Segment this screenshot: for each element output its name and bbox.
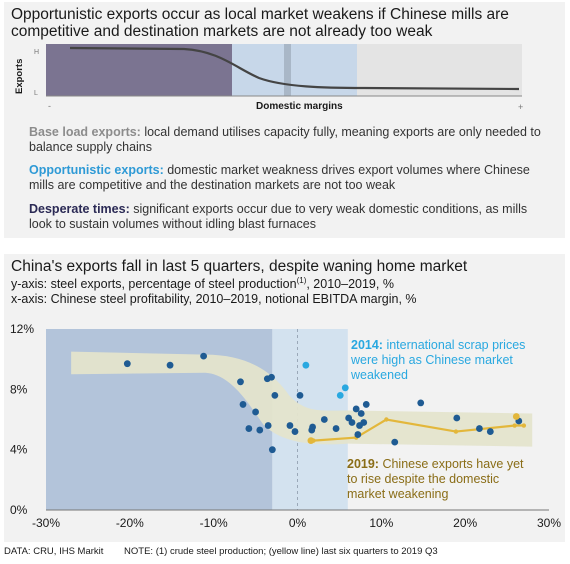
recent-quarter-marker bbox=[384, 417, 389, 422]
recent-quarter-marker bbox=[453, 429, 459, 434]
data-point bbox=[357, 410, 365, 417]
annotation-2014-text: international scrap prices were high as … bbox=[351, 338, 526, 382]
y-axis-description-tail: , 2010–2019, % bbox=[306, 277, 394, 292]
data-point bbox=[332, 425, 340, 432]
data-point bbox=[512, 413, 520, 420]
data-point bbox=[336, 391, 344, 399]
recent-quarter-marker bbox=[512, 423, 517, 428]
data-point bbox=[453, 414, 461, 422]
annotation-2019-year: 2019: bbox=[347, 457, 379, 471]
schematic-y-high: H bbox=[34, 49, 39, 56]
footer-source: DATA: CRU, IHS Markit bbox=[4, 546, 104, 557]
data-point bbox=[268, 446, 276, 454]
data-point bbox=[417, 399, 425, 407]
y-axis-description: y-axis: steel exports, percentage of ste… bbox=[11, 276, 394, 291]
data-point bbox=[291, 428, 299, 435]
scatter-chart: -30% -20% -10% 0% 10% 20% 30% 0% 4% 8% 12% bbox=[10, 322, 561, 530]
data-point bbox=[123, 360, 131, 368]
schematic-y-axis-label: Exports bbox=[14, 59, 25, 94]
definition-base-load: Base load exports: local demand utilises… bbox=[29, 125, 549, 155]
data-point bbox=[352, 405, 360, 413]
definition-desperate: Desperate times: significant exports occ… bbox=[29, 202, 549, 232]
annotation-2014-year: 2014: bbox=[351, 338, 383, 352]
data-point bbox=[354, 431, 362, 438]
top-panel: Opportunistic exports occur as local mar… bbox=[4, 2, 565, 238]
chart-title: China's exports fall in last 5 quarters,… bbox=[11, 258, 468, 275]
definition-opportunistic-text: domestic market weakness drives export v… bbox=[29, 163, 530, 192]
recent-quarter-marker bbox=[521, 423, 527, 428]
x-axis-description: x-axis: Chinese steel profitability, 201… bbox=[11, 292, 417, 306]
schematic-desperate-region bbox=[46, 44, 232, 96]
x-tick-label: -20% bbox=[116, 516, 144, 530]
x-tick-label: -30% bbox=[32, 516, 60, 530]
data-point bbox=[341, 384, 349, 392]
schematic-x-axis-label: Domestic margins bbox=[256, 101, 343, 112]
definition-opportunistic-term: Opportunistic exports: bbox=[29, 163, 164, 177]
x-tick-label: 10% bbox=[369, 516, 393, 530]
data-point bbox=[245, 425, 253, 432]
footer-note: NOTE: (1) crude steel production; (yello… bbox=[124, 546, 438, 557]
y-tick-label: 0% bbox=[10, 503, 28, 517]
x-tick-label: 30% bbox=[537, 516, 561, 530]
data-point bbox=[348, 419, 356, 426]
data-point bbox=[309, 423, 316, 431]
schematic-divider bbox=[284, 44, 291, 96]
data-point bbox=[286, 422, 294, 429]
data-point bbox=[239, 401, 247, 408]
annotation-2014: 2014: international scrap prices were hi… bbox=[351, 338, 531, 383]
data-point bbox=[268, 373, 275, 381]
schematic-x-plus: + bbox=[518, 102, 523, 112]
data-point bbox=[256, 426, 264, 434]
y-tick-label: 8% bbox=[10, 382, 28, 396]
data-point bbox=[320, 416, 328, 423]
x-tick-label: 0% bbox=[289, 516, 307, 530]
bottom-panel: China's exports fall in last 5 quarters,… bbox=[4, 254, 565, 542]
trend-band bbox=[71, 351, 533, 447]
data-point bbox=[200, 352, 208, 360]
data-point bbox=[486, 428, 494, 435]
data-point bbox=[476, 425, 483, 432]
data-point bbox=[296, 391, 304, 399]
data-point bbox=[166, 361, 174, 369]
y-axis-description-footnote: (1) bbox=[296, 276, 307, 285]
y-tick-label: 4% bbox=[10, 443, 28, 457]
y-axis-description-text: y-axis: steel exports, percentage of ste… bbox=[11, 277, 297, 292]
data-point bbox=[360, 419, 368, 426]
definition-opportunistic: Opportunistic exports: domestic market w… bbox=[29, 163, 549, 193]
data-point bbox=[391, 438, 399, 446]
definition-base-load-text: local demand utilises capacity fully, me… bbox=[29, 125, 541, 154]
annotation-2019-text: Chinese exports have yet to rise despite… bbox=[347, 457, 524, 501]
y-tick-label: 12% bbox=[10, 322, 34, 336]
schematic-x-minus: - bbox=[48, 101, 51, 111]
data-point bbox=[302, 361, 310, 369]
top-title-line2: competitive and destination markets are … bbox=[11, 23, 433, 40]
x-tick-label: 20% bbox=[453, 516, 477, 530]
annotation-2019: 2019: Chinese exports have yet to rise d… bbox=[347, 457, 527, 502]
data-point bbox=[271, 391, 279, 399]
definition-base-load-term: Base load exports: bbox=[29, 125, 141, 139]
top-panel-title: Opportunistic exports occur as local mar… bbox=[11, 6, 561, 40]
data-point bbox=[264, 422, 272, 429]
export-regime-schematic: Exports H L Domestic margins - + bbox=[14, 44, 523, 112]
data-point bbox=[362, 401, 370, 408]
data-point bbox=[252, 408, 259, 416]
definition-desperate-term: Desperate times: bbox=[29, 202, 130, 216]
data-point bbox=[237, 378, 244, 386]
data-point bbox=[307, 437, 315, 445]
top-title-line1: Opportunistic exports occur as local mar… bbox=[11, 6, 509, 23]
x-tick-label: -10% bbox=[200, 516, 228, 530]
schematic-export-curve bbox=[69, 46, 520, 91]
footer: DATA: CRU, IHS Markit NOTE: (1) crude st… bbox=[4, 546, 438, 557]
definition-desperate-text: significant exports occur due to very we… bbox=[29, 202, 528, 231]
schematic-y-low: L bbox=[34, 90, 38, 97]
